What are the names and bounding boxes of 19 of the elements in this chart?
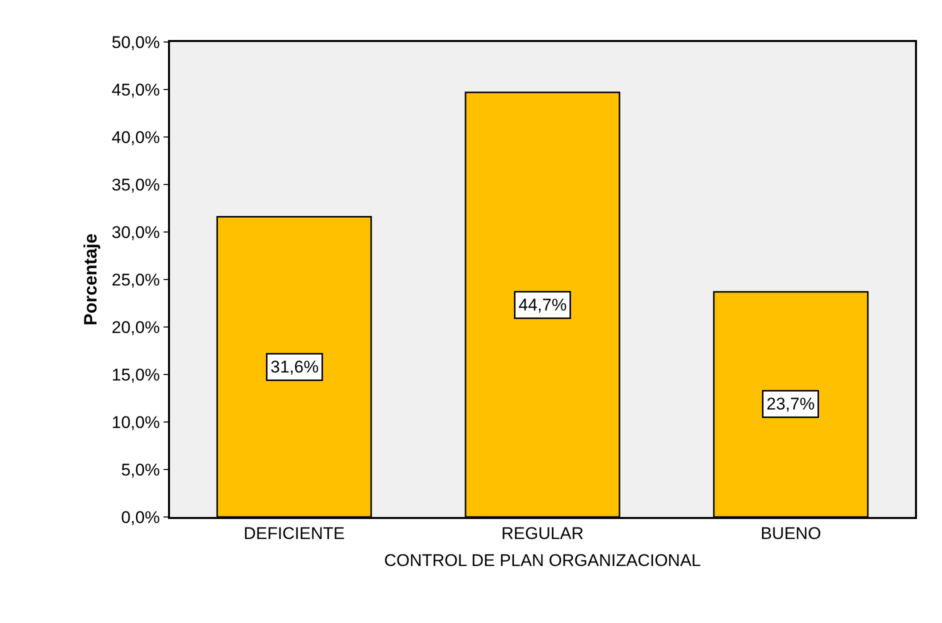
y-tick-label: 20,0% [112, 318, 160, 337]
y-tick-label: 5,0% [121, 460, 160, 480]
y-tick-label: 40,0% [112, 128, 160, 147]
data-label: 23,7% [766, 394, 815, 414]
data-label: 31,6% [270, 358, 319, 376]
y-tick-label: 30,0% [112, 222, 160, 242]
x-tick-label: DEFICIENTE [244, 524, 345, 544]
y-tick-label: 35,0% [112, 175, 160, 194]
x-tick-label: REGULAR [501, 524, 584, 544]
y-axis-title: Porcentaje [80, 233, 100, 326]
y-tick-label: 0,0% [121, 508, 160, 527]
x-tick-label: BUENO [760, 524, 822, 544]
y-tick-label: 25,0% [112, 270, 160, 290]
x-axis-title: CONTROL DE PLAN ORGANIZACIONAL [384, 551, 701, 570]
y-tick-label: 50,0% [112, 32, 160, 52]
y-tick-label: 15,0% [112, 365, 160, 384]
data-label: 44,7% [518, 296, 567, 314]
y-tick-label: 45,0% [112, 80, 160, 100]
y-tick-label: 10,0% [112, 412, 160, 432]
